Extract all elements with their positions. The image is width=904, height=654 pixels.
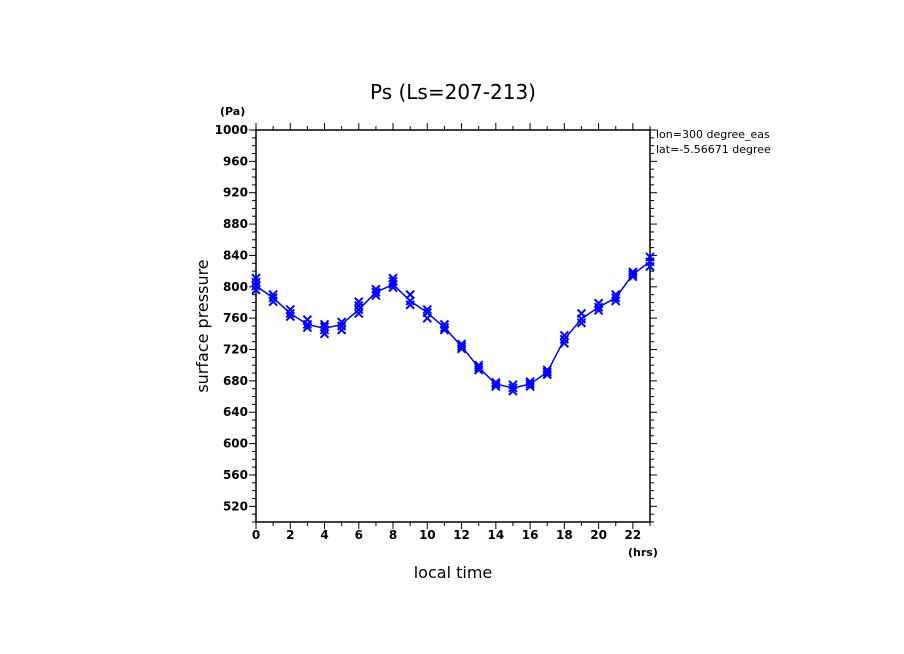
- y-tick-label: 520: [223, 499, 248, 513]
- data-point-marker: [473, 360, 484, 370]
- data-point-marker: [268, 289, 278, 300]
- x-tick-label: 2: [286, 528, 294, 542]
- data-point-marker: [456, 341, 467, 352]
- data-point-marker: [508, 380, 518, 390]
- axis-ticks: [249, 123, 657, 529]
- data-point-marker: [302, 315, 313, 325]
- x-tick-label: 18: [556, 528, 573, 542]
- data-point-marker: [268, 293, 278, 303]
- annotation-lat: lat=-5.56671 degree: [656, 143, 771, 156]
- y-tick-label: 880: [223, 217, 248, 231]
- data-point-marker: [525, 379, 535, 389]
- data-point-marker: [439, 322, 450, 333]
- data-point-marker: [645, 252, 655, 262]
- x-tick-label: 0: [252, 528, 260, 542]
- data-point-marker: [251, 273, 261, 283]
- x-tick-label: 6: [355, 528, 363, 542]
- data-point-marker: [319, 322, 330, 332]
- data-point-marker: [611, 289, 621, 300]
- data-point-marker: [354, 296, 364, 307]
- data-point-marker: [491, 377, 501, 388]
- data-point-marker: [302, 322, 313, 333]
- y-tick-label: 760: [223, 311, 248, 325]
- x-tick-label: 14: [487, 528, 504, 542]
- data-point-marker: [611, 293, 621, 303]
- data-point-marker: [439, 319, 450, 330]
- x-unit-label: (hrs): [628, 546, 658, 559]
- data-point-marker: [422, 304, 433, 315]
- x-tick-label: 8: [389, 528, 397, 542]
- data-point-marker: [388, 276, 398, 287]
- data-point-marker: [371, 287, 381, 297]
- series-line: [255, 261, 651, 389]
- data-point-marker: [576, 308, 587, 319]
- data-point-marker: [491, 379, 501, 389]
- data-point-marker: [285, 304, 295, 315]
- y-tick-label: 600: [223, 437, 248, 451]
- tick-labels: 5205606006406807207608008408809209601000…: [215, 123, 642, 542]
- chart-title: Ps (Ls=207-213): [370, 80, 536, 104]
- data-point-marker: [319, 319, 330, 330]
- data-point-marker: [285, 311, 295, 322]
- y-tick-label: 640: [223, 405, 248, 419]
- y-tick-label: 560: [223, 468, 248, 482]
- y-tick-label: 800: [223, 280, 248, 294]
- data-point-marker: [473, 362, 484, 373]
- data-point-marker: [542, 365, 552, 375]
- data-point-marker: [405, 289, 415, 300]
- y-unit-label: (Pa): [220, 105, 245, 118]
- x-tick-label: 16: [522, 528, 539, 542]
- x-tick-label: 4: [320, 528, 328, 542]
- data-point-marker: [542, 367, 552, 377]
- data-point-marker: [508, 383, 518, 393]
- data-point-marker: [336, 317, 347, 327]
- data-point-marker: [525, 376, 535, 387]
- annotation-lon: lon=300 degree_eas: [656, 128, 770, 141]
- x-tick-label: 10: [419, 528, 436, 542]
- data-point-marker: [388, 273, 398, 283]
- x-tick-label: 20: [590, 528, 607, 542]
- data-point-marker: [559, 330, 570, 341]
- y-tick-label: 920: [223, 186, 248, 200]
- data-point-marker: [422, 307, 433, 318]
- data-markers: [251, 252, 655, 396]
- data-point-marker: [456, 339, 467, 349]
- y-axis-label: surface pressure: [193, 259, 212, 392]
- x-tick-label: 22: [625, 528, 642, 542]
- data-point-marker: [593, 298, 604, 308]
- y-tick-label: 960: [223, 154, 248, 168]
- x-tick-label: 12: [453, 528, 470, 542]
- y-tick-label: 1000: [215, 123, 248, 137]
- data-point-marker: [628, 267, 638, 277]
- data-point-marker: [593, 305, 604, 316]
- x-axis-label: local time: [414, 563, 493, 582]
- y-tick-label: 840: [223, 248, 248, 262]
- y-tick-label: 680: [223, 374, 248, 388]
- y-tick-label: 720: [223, 343, 248, 357]
- data-point-marker: [628, 269, 638, 279]
- data-point-marker: [371, 284, 381, 294]
